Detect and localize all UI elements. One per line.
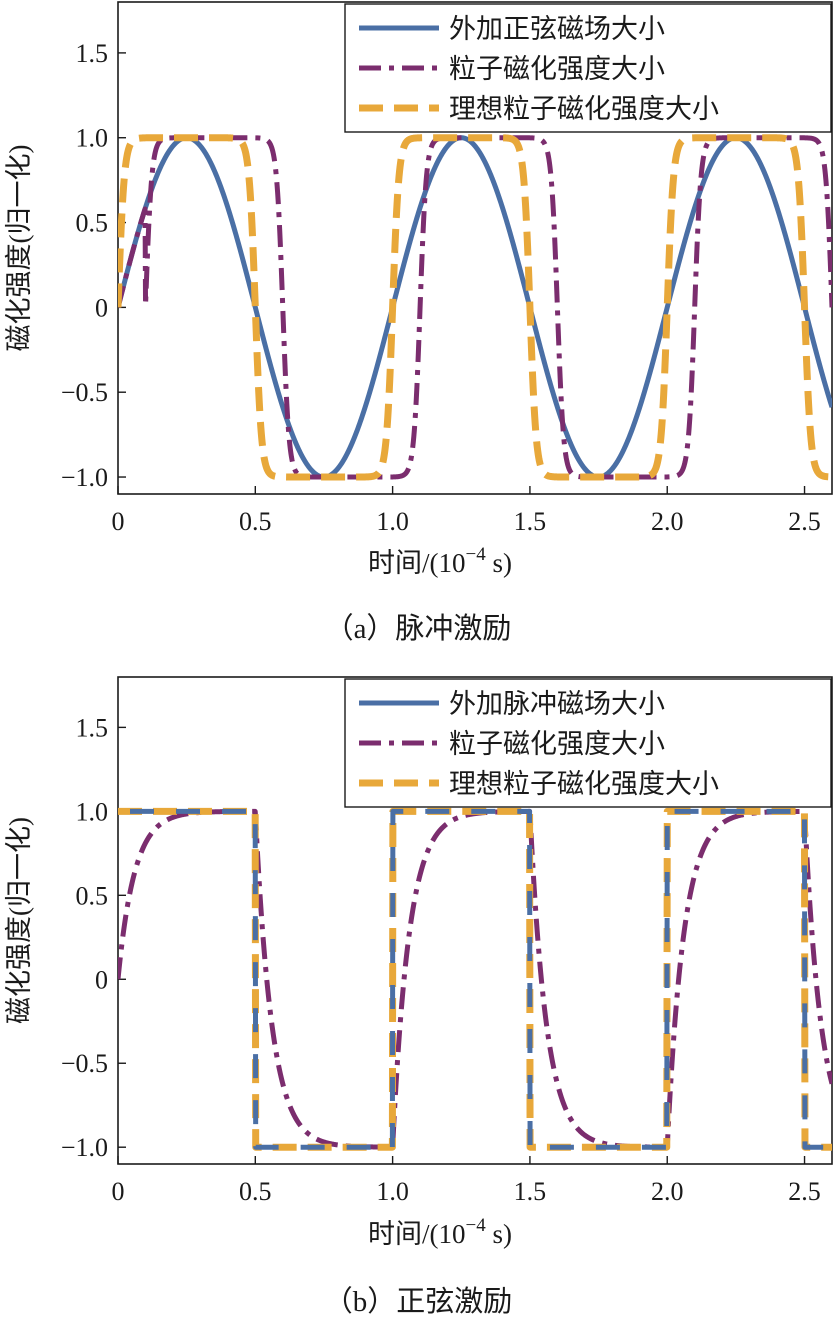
x-tick-label: 2.5 [788, 1177, 821, 1206]
y-tick-label: 0.5 [76, 209, 109, 238]
x-tick-label: 2.5 [788, 507, 821, 536]
legend-label: 粒子磁化强度大小 [449, 54, 665, 84]
legend-box [344, 678, 832, 808]
y-tick-label: −0.5 [61, 1049, 108, 1078]
x-tick-label: 2.0 [651, 1177, 684, 1206]
legend-item: 粒子磁化强度大小 [359, 54, 665, 84]
y-tick-label: 1.5 [76, 39, 109, 68]
series-line [118, 808, 832, 1150]
legend-box [344, 3, 832, 133]
series-line [118, 135, 832, 480]
legend-item: 理想粒子磁化强度大小 [359, 94, 719, 124]
x-tick-label: 2.0 [651, 507, 684, 536]
x-tick-label: 1.0 [376, 1177, 409, 1206]
legend-item: 粒子磁化强度大小 [359, 729, 665, 759]
x-tick-label: 0 [112, 1177, 125, 1206]
chart-panel-b: −1.0 −0.5 0 0.5 1.0 1.5 0 0.5 1.0 1.5 2.0 2.5 外加脉冲磁场… [4, 676, 833, 1318]
y-axis-label: 磁化强度(归一化) [4, 145, 34, 352]
x-axis-label-main: 时间/(10 [368, 548, 466, 578]
x-axis-label-main: 时间/(10 [368, 1219, 466, 1249]
x-tick-label: 1.0 [376, 507, 409, 536]
x-axis-label-unit: s) [486, 1219, 512, 1249]
legend-label: 理想粒子磁化强度大小 [449, 94, 719, 124]
x-tick-label: 1.5 [514, 1177, 547, 1206]
x-axis-label-unit: s) [486, 548, 512, 578]
legend-item: 外加正弦磁场大小 [359, 14, 665, 44]
y-tick-label: 0.5 [76, 881, 109, 910]
y-tick-label: −1.0 [61, 463, 108, 492]
x-axis-label-exponent: −4 [466, 1215, 487, 1236]
legend-label: 理想粒子磁化强度大小 [449, 769, 719, 799]
chart-panel-a: −1.0 −0.5 0 0.5 1.0 1.5 0 0.5 1.0 1.5 2.0 2.5 外加正弦磁场… [4, 1, 833, 645]
legend-item: 外加脉冲磁场大小 [359, 689, 665, 719]
figure-caption: （b）正弦激励 [324, 1285, 513, 1318]
x-axis-label-exponent: −4 [466, 544, 487, 565]
series-line [118, 134, 832, 481]
x-tick-label: 0 [112, 507, 125, 536]
y-tick-label: 1.0 [76, 797, 109, 826]
x-tick-label: 1.5 [514, 507, 547, 536]
x-tick-label: 0.5 [239, 507, 272, 536]
figure-caption: （a）脉冲激励 [325, 612, 512, 645]
series-line [118, 135, 832, 480]
y-tick-label: 0 [95, 965, 108, 994]
legend-item: 理想粒子磁化强度大小 [359, 769, 719, 799]
y-tick-label: 1.0 [76, 124, 109, 153]
series-line [118, 807, 832, 1151]
y-tick-label: 0 [95, 293, 108, 322]
series-line [118, 808, 832, 1150]
y-axis-label: 磁化强度(归一化) [4, 817, 34, 1024]
plot-frame [117, 676, 833, 1165]
plot-frame [117, 1, 833, 495]
x-axis-label: 时间/(10−4 s) [368, 544, 512, 578]
y-tick-label: 1.5 [76, 713, 109, 742]
y-tick-label: −1.0 [61, 1133, 108, 1162]
x-axis-label: 时间/(10−4 s) [368, 1215, 512, 1249]
x-tick-label: 0.5 [239, 1177, 272, 1206]
legend-label: 外加脉冲磁场大小 [449, 689, 665, 719]
legend-label: 外加正弦磁场大小 [449, 14, 665, 44]
legend-label: 粒子磁化强度大小 [449, 729, 665, 759]
y-tick-label: −0.5 [61, 378, 108, 407]
